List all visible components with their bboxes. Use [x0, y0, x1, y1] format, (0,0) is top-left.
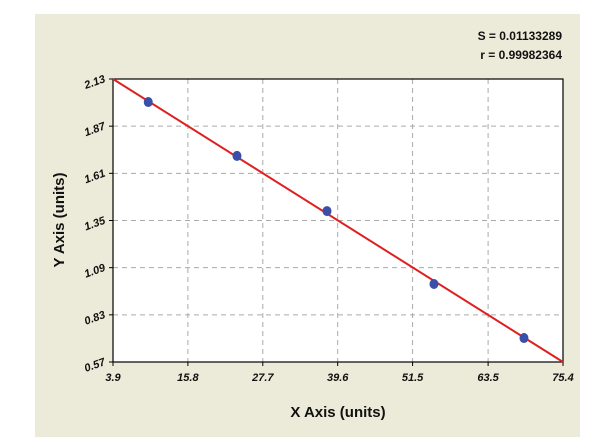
plot-border — [112, 78, 564, 363]
fit-line — [112, 78, 564, 363]
annotation: S = 0.01133289 — [478, 29, 563, 43]
x-tick-label: 15.8 — [177, 372, 199, 384]
x-tick-label: 51.5 — [402, 372, 424, 384]
y-axis-label: Y Axis (units) — [51, 172, 68, 267]
x-tick-label: 39.6 — [327, 372, 349, 384]
data-point — [429, 278, 439, 289]
data-point — [519, 333, 529, 344]
x-axis-label: X Axis (units) — [290, 404, 385, 421]
x-tick-label: 3.9 — [105, 372, 121, 384]
x-tick-label: 27.7 — [251, 372, 274, 384]
x-tick-label: 63.5 — [477, 372, 499, 384]
data-point — [232, 150, 242, 161]
x-tick-label: 75.4 — [552, 372, 573, 384]
data-point — [322, 206, 332, 217]
data-point — [143, 97, 153, 108]
annotation: r = 0.99982364 — [480, 48, 562, 62]
